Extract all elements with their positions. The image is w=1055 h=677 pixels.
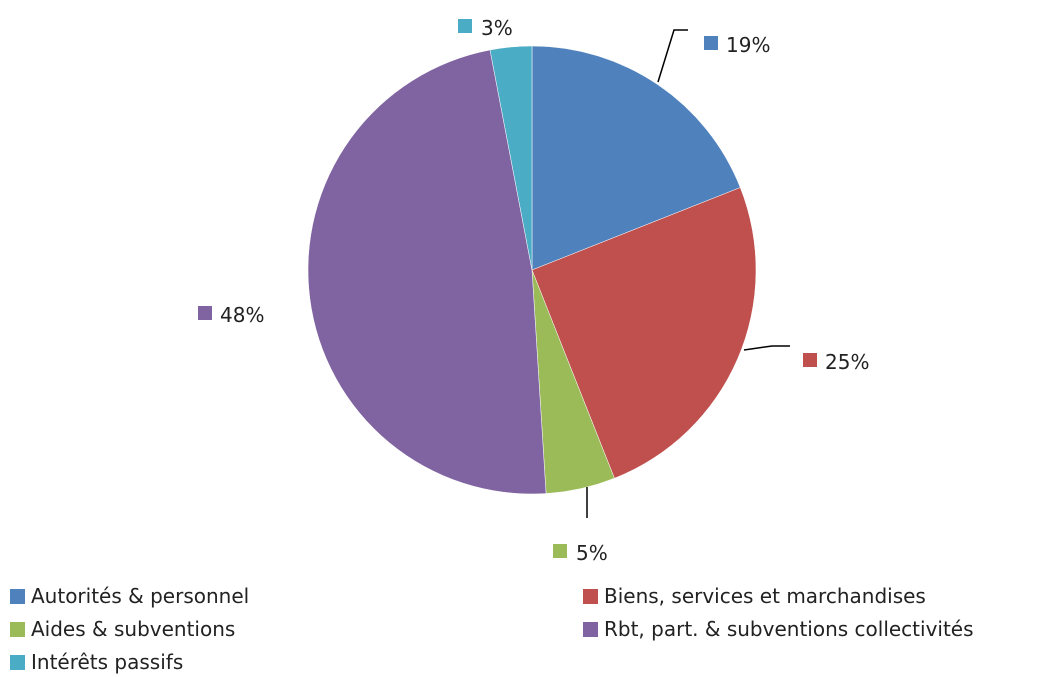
legend-label: Intérêts passifs [31,650,184,674]
legend-label: Autorités & personnel [31,584,250,608]
legend-label: Rbt, part. & subventions collectivités [604,617,974,641]
data-label: 19% [726,33,770,57]
legend-item-aides-subventions[interactable]: Aides & subventions [10,616,235,642]
legend-swatch [10,621,25,637]
leader-lines [586,29,790,518]
legend-item-autorites-personnel[interactable]: Autorités & personnel [10,583,249,609]
pie-slices [307,45,757,495]
legend-item-interets-passifs[interactable]: Intérêts passifs [10,649,183,675]
data-label-marker [803,353,817,367]
legend: Autorités & personnel Biens, services et… [10,583,1055,677]
pie-slice-biens-services-et-marchandises[interactable] [531,187,757,479]
legend-swatch [583,621,598,637]
pie-slice-rbt-part-subventions-collectivites[interactable] [307,49,547,495]
data-label-marker [553,544,567,558]
legend-label: Biens, services et marchandises [604,584,926,608]
legend-swatch [10,654,25,670]
data-label: 48% [220,303,264,327]
data-label: 3% [481,16,513,40]
leader-line [657,29,688,83]
pie-slice-autorites-personnel[interactable] [531,45,741,271]
data-label-marker [198,306,212,320]
data-label: 25% [825,350,869,374]
legend-label: Aides & subventions [31,617,236,641]
legend-swatch [583,588,598,604]
legend-item-biens-services[interactable]: Biens, services et marchandises [583,583,926,609]
legend-item-rbt-collectivites[interactable]: Rbt, part. & subventions collectivités [583,616,974,642]
leader-line [743,345,790,351]
pie-slice-interets-passifs[interactable] [489,45,533,271]
data-label-marker [704,36,718,50]
legend-swatch [10,588,25,604]
data-label: 5% [576,541,608,565]
data-label-marker [458,19,472,33]
data-labels: 19% 25% 5% 48% 3% [198,16,869,565]
